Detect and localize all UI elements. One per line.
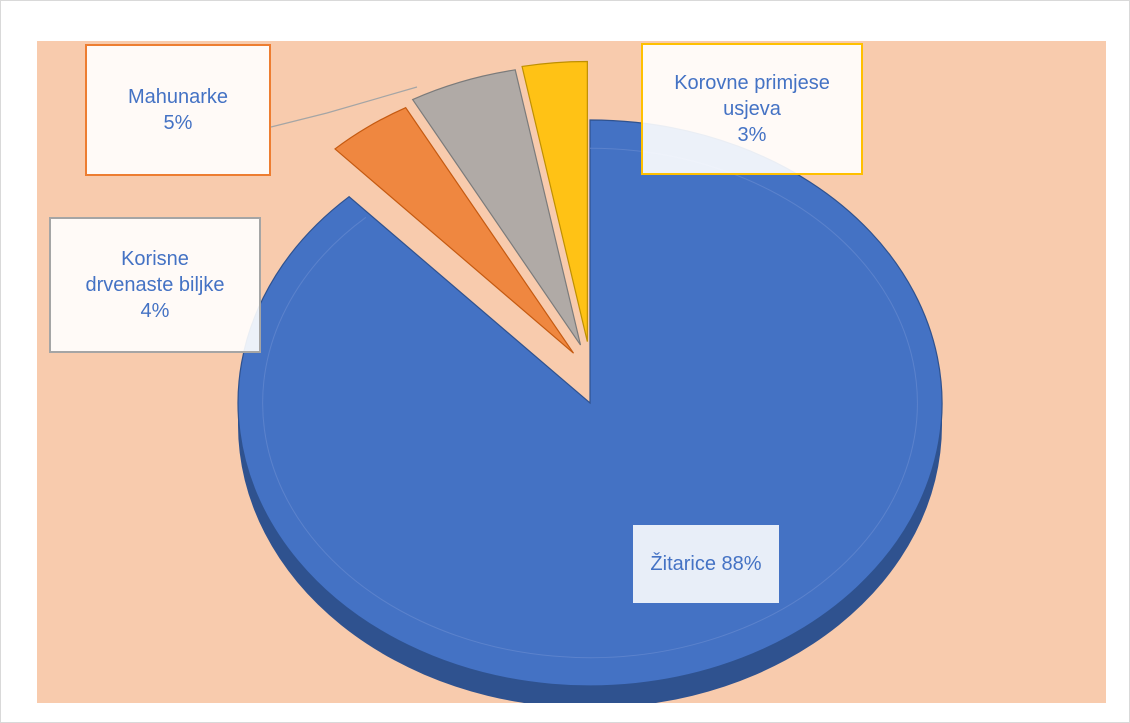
label-korovne-line3: 3%: [737, 124, 767, 146]
label-korisne-line1: Korisne: [121, 248, 189, 270]
label-korisne: Korisne drvenaste biljke 4%: [49, 217, 261, 353]
label-korisne-line2: drvenaste biljke: [85, 274, 225, 296]
pie-slice-2: [411, 69, 582, 346]
pie-slice-rim-0: [262, 147, 918, 659]
label-korisne-line3: 4%: [140, 300, 170, 322]
label-korovne: Korovne primjese usjeva 3%: [641, 43, 863, 175]
plot-area: Korovne primjese usjeva 3% Mahunarke 5% …: [37, 41, 1106, 703]
label-mahunarke-line2: 5%: [163, 112, 193, 134]
pie-slice-0: [237, 119, 943, 687]
label-mahunarke-line1: Mahunarke: [127, 86, 229, 108]
leader-mahunarke: [270, 86, 418, 128]
pie-slice-3: [521, 60, 588, 342]
label-zitarice-line1: Žitarice 88%: [650, 553, 762, 575]
label-korovne-line2: usjeva: [723, 98, 781, 120]
label-zitarice: Žitarice 88%: [632, 524, 780, 604]
label-korovne-line1: Korovne primjese: [674, 72, 830, 94]
pie-slice-1: [334, 106, 575, 354]
leader-lines: [270, 86, 418, 128]
label-mahunarke: Mahunarke 5%: [85, 44, 271, 176]
